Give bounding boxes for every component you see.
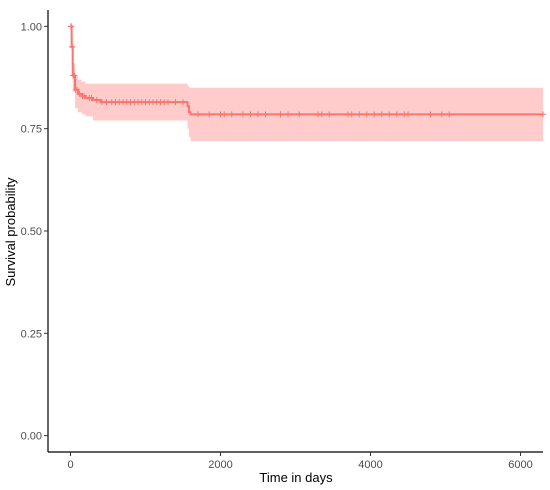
censor-mark (81, 92, 87, 99)
censor-mark (438, 111, 445, 118)
censor-mark (206, 111, 213, 118)
censor-mark (69, 43, 76, 50)
confidence-band (70, 26, 543, 141)
censor-mark (378, 111, 385, 118)
censor-mark (348, 111, 355, 118)
censor-mark (195, 111, 201, 118)
censor-mark (103, 99, 110, 106)
censor-mark (277, 111, 284, 118)
censor-mark (540, 111, 546, 118)
x-tick-label: 4000 (358, 459, 382, 471)
censor-mark (386, 111, 393, 118)
censor-mark (262, 111, 269, 118)
censor-mark (221, 111, 228, 118)
censor-mark (247, 111, 254, 118)
censor-mark (228, 111, 235, 118)
censor-mark (93, 97, 100, 104)
y-tick-label: 0.50 (21, 226, 42, 238)
censor-mark (68, 23, 75, 30)
y-tick-label: 0.00 (21, 431, 42, 443)
censor-mark (356, 111, 363, 118)
censor-mark (255, 111, 261, 118)
censor-mark (393, 111, 400, 118)
censor-mark (326, 111, 333, 118)
y-tick-label: 0.75 (21, 124, 42, 136)
censor-mark (446, 111, 453, 118)
censor-mark (285, 111, 291, 118)
censor-mark (427, 111, 434, 118)
y-tick-label: 0.25 (21, 328, 42, 340)
censor-mark (371, 111, 378, 118)
censor-mark (165, 99, 171, 106)
censor-mark (296, 111, 303, 118)
censor-mark (240, 111, 246, 118)
censor-mark (180, 99, 186, 106)
x-tick-label: 0 (67, 459, 73, 471)
censor-mark (318, 111, 325, 118)
x-tick-label: 6000 (508, 459, 532, 471)
confidence-band-layer (70, 26, 543, 141)
x-tick-label: 2000 (208, 459, 232, 471)
censor-mark (71, 72, 78, 79)
censor-mark (363, 111, 370, 118)
y-axis-title: Survival probability (3, 177, 18, 287)
censor-mark (172, 99, 179, 106)
censor-mark (74, 86, 81, 93)
axes: 0.00 0.25 0.50 0.75 1.00 0 2000 4000 6000 (21, 10, 543, 471)
y-tick-label: 1.00 (21, 21, 42, 33)
censor-mark (88, 94, 95, 101)
censor-mark (405, 111, 411, 118)
censor-marks-layer (67, 23, 546, 118)
x-axis-title: Time in days (259, 470, 333, 485)
